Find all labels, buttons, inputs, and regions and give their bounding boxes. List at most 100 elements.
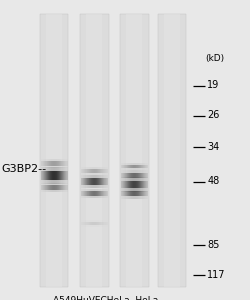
Bar [85, 169, 86, 173]
Bar [58, 161, 59, 166]
Bar [139, 164, 140, 168]
Bar [129, 181, 130, 188]
Bar [99, 175, 100, 188]
Bar [92, 175, 93, 188]
Bar [90, 220, 91, 227]
Bar [84, 220, 85, 227]
Bar [134, 177, 135, 192]
Bar [47, 159, 48, 168]
Bar [80, 222, 81, 225]
Bar [100, 189, 101, 198]
Bar [43, 161, 44, 166]
Bar [122, 170, 123, 181]
Bar [45, 183, 46, 192]
Bar [58, 159, 59, 168]
Bar [107, 178, 108, 185]
Bar [128, 164, 129, 168]
Bar [80, 14, 108, 286]
Bar [48, 185, 49, 190]
Bar [102, 178, 103, 185]
Bar [87, 191, 88, 196]
Bar [125, 181, 126, 188]
Bar [124, 163, 125, 170]
Bar [144, 164, 145, 168]
Bar [61, 185, 62, 190]
Bar [138, 181, 139, 188]
Bar [103, 167, 104, 175]
Bar [98, 167, 99, 175]
Bar [93, 169, 94, 173]
Bar [98, 178, 99, 185]
Bar [102, 167, 103, 175]
Bar [123, 170, 124, 181]
Bar [145, 170, 146, 181]
Text: 19: 19 [206, 80, 218, 91]
Bar [126, 170, 127, 181]
Bar [134, 170, 135, 181]
Bar [47, 183, 48, 192]
Bar [44, 185, 45, 190]
Bar [41, 167, 42, 184]
Bar [100, 222, 101, 225]
Bar [99, 189, 100, 198]
Bar [95, 175, 96, 188]
Bar [54, 167, 55, 184]
Bar [59, 185, 60, 190]
Bar [103, 220, 104, 227]
Bar [66, 161, 67, 166]
Bar [127, 188, 128, 199]
Bar [121, 164, 122, 168]
Bar [90, 191, 91, 196]
Bar [138, 170, 139, 181]
Bar [43, 167, 44, 184]
Bar [137, 170, 138, 181]
Bar [139, 188, 140, 199]
Bar [89, 222, 90, 225]
Bar [86, 175, 87, 188]
Bar [59, 159, 60, 168]
Bar [123, 163, 124, 170]
Bar [122, 164, 123, 168]
Bar [43, 171, 44, 180]
Bar [129, 163, 130, 170]
Bar [120, 188, 121, 199]
Bar [55, 159, 56, 168]
Bar [121, 163, 122, 170]
Bar [40, 161, 41, 166]
Bar [52, 159, 53, 168]
Bar [107, 191, 108, 196]
Bar [141, 191, 142, 196]
Bar [83, 222, 84, 225]
Bar [106, 189, 107, 198]
Bar [102, 189, 103, 198]
Bar [51, 171, 52, 180]
Bar [141, 170, 142, 181]
Bar [105, 169, 106, 173]
Bar [52, 171, 53, 180]
Text: 85: 85 [206, 239, 218, 250]
Bar [143, 191, 144, 196]
Bar [101, 222, 102, 225]
Bar [121, 191, 122, 196]
Bar [137, 177, 138, 192]
Bar [100, 191, 101, 196]
Bar [132, 163, 133, 170]
Bar [80, 191, 81, 196]
Bar [66, 171, 67, 180]
Bar [59, 171, 60, 180]
Bar [80, 189, 81, 198]
Bar [94, 191, 95, 196]
Bar [129, 164, 130, 168]
Bar [87, 189, 88, 198]
Bar [49, 171, 50, 180]
Bar [64, 167, 65, 184]
Bar [144, 188, 145, 199]
Bar [135, 177, 136, 192]
Bar [94, 178, 95, 185]
Bar [93, 220, 94, 227]
Bar [131, 188, 132, 199]
Bar [80, 175, 81, 188]
Bar [44, 159, 45, 168]
Bar [52, 183, 53, 192]
Bar [53, 161, 54, 166]
